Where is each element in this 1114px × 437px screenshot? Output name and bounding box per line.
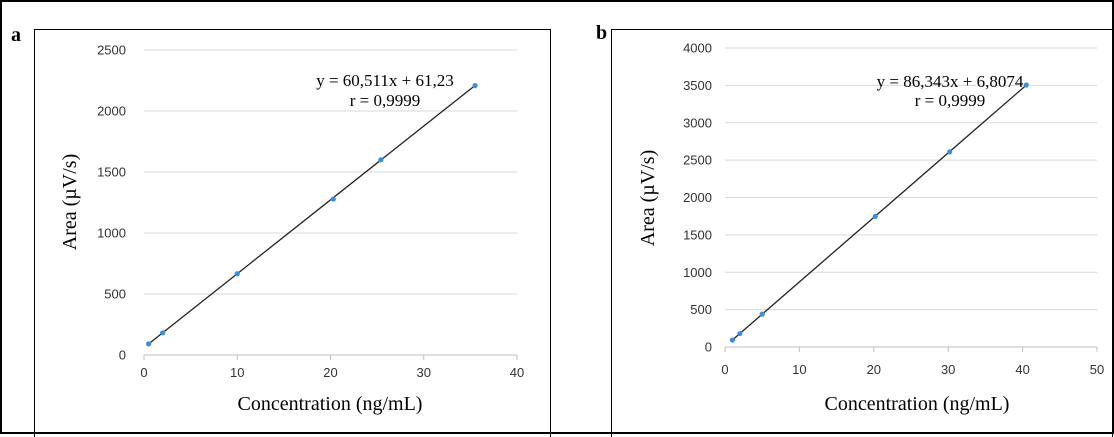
chart-b-x-tick-label-3: 30 (941, 362, 955, 377)
chart-a-trendline (148, 84, 476, 345)
chart-a-y-tick-label-2: 1000 (97, 226, 126, 241)
chart-b-y-tick-label-3: 1500 (683, 227, 712, 242)
chart-b-x-tick-label-0: 0 (721, 362, 728, 377)
panel-a: a 0 500 1000 1500 2000 2500 0 10 20 30 40 y = 60,51… (2, 2, 551, 437)
chart-b-x-axis-title: Concentration (ng/mL) (825, 393, 1010, 415)
chart-b-point-2 (759, 311, 765, 317)
chart-a-equation: y = 60,511x + 61,23 (316, 71, 454, 90)
chart-a-y-tick-label-1: 500 (104, 287, 126, 302)
chart-a-x-tick-label-2: 20 (323, 365, 337, 380)
chart-b-x-tick-label-4: 40 (1015, 362, 1029, 377)
chart-b-x-tick-label-1: 10 (792, 362, 806, 377)
chart-a-point-2 (234, 271, 240, 277)
chart-b-x-tick-label-2: 20 (867, 362, 881, 377)
chart-a-x-tick-label-3: 30 (417, 365, 431, 380)
chart-b-y-tick-label-7: 3500 (683, 78, 712, 93)
chart-b-y-tick-label-6: 3000 (683, 115, 712, 130)
chart-a-y-tick-label-4: 2000 (97, 104, 126, 119)
chart-a-y-tick-label-0: 0 (119, 348, 126, 363)
chart-a-point-0 (146, 341, 152, 347)
panel-b-letter: b (596, 22, 608, 44)
chart-b-y-tick-label-4: 2000 (683, 190, 712, 205)
chart-a-y-axis-title: Area (µV/s) (59, 154, 81, 250)
chart-b-point-4 (947, 149, 953, 155)
panel-a-letter: a (11, 24, 21, 46)
chart-b-y-axis-title: Area (µV/s) (637, 150, 659, 246)
chart-a-x-tick-label-4: 40 (510, 365, 524, 380)
chart-b-y-tick-label-0: 0 (705, 340, 712, 355)
chart-b-point-1 (737, 330, 743, 337)
chart-a-point-3 (330, 196, 336, 202)
chart-b-y-tick-label-2: 1000 (683, 265, 712, 280)
chart-b-point-0 (729, 337, 736, 343)
chart-b-y-tick-label-1: 500 (690, 302, 712, 317)
chart-b-x-tick-label-5: 50 (1090, 362, 1104, 377)
chart-b-point-5 (1023, 82, 1029, 88)
panel-b: b 0 500 1000 1500 2000 2500 3000 3500 4000 0 10 20 3… (579, 2, 1114, 437)
chart-b: 0 500 1000 1500 2000 2500 3000 3500 4000 0 10 20 30 4… (637, 41, 1104, 416)
panel-b-frame (611, 29, 1113, 437)
chart-b-equation: y = 86,343x + 6,8074 (877, 72, 1024, 91)
chart-a-r-value: r = 0,9999 (350, 91, 421, 110)
chart-a-y-tick-label-5: 2500 (97, 43, 126, 58)
chart-a-point-5 (472, 83, 478, 89)
chart-a-point-4 (378, 157, 384, 163)
chart-a-x-tick-label-0: 0 (140, 365, 147, 380)
chart-a-y-tick-label-3: 1500 (97, 165, 126, 180)
chart-a-x-tick-label-1: 10 (230, 365, 244, 380)
chart-b-trendline (732, 84, 1027, 341)
chart-a-x-axis-title: Concentration (ng/mL) (238, 393, 423, 415)
chart-a-point-1 (160, 330, 166, 336)
chart-b-r-value: r = 0,9999 (915, 91, 986, 110)
panel-a-frame (34, 29, 551, 437)
chart-b-y-tick-label-5: 2500 (683, 153, 712, 168)
chart-b-y-tick-label-8: 4000 (683, 41, 712, 56)
chart-a: 0 500 1000 1500 2000 2500 0 10 20 30 40 y = 60,511x… (59, 43, 524, 416)
chart-b-point-3 (872, 213, 878, 220)
